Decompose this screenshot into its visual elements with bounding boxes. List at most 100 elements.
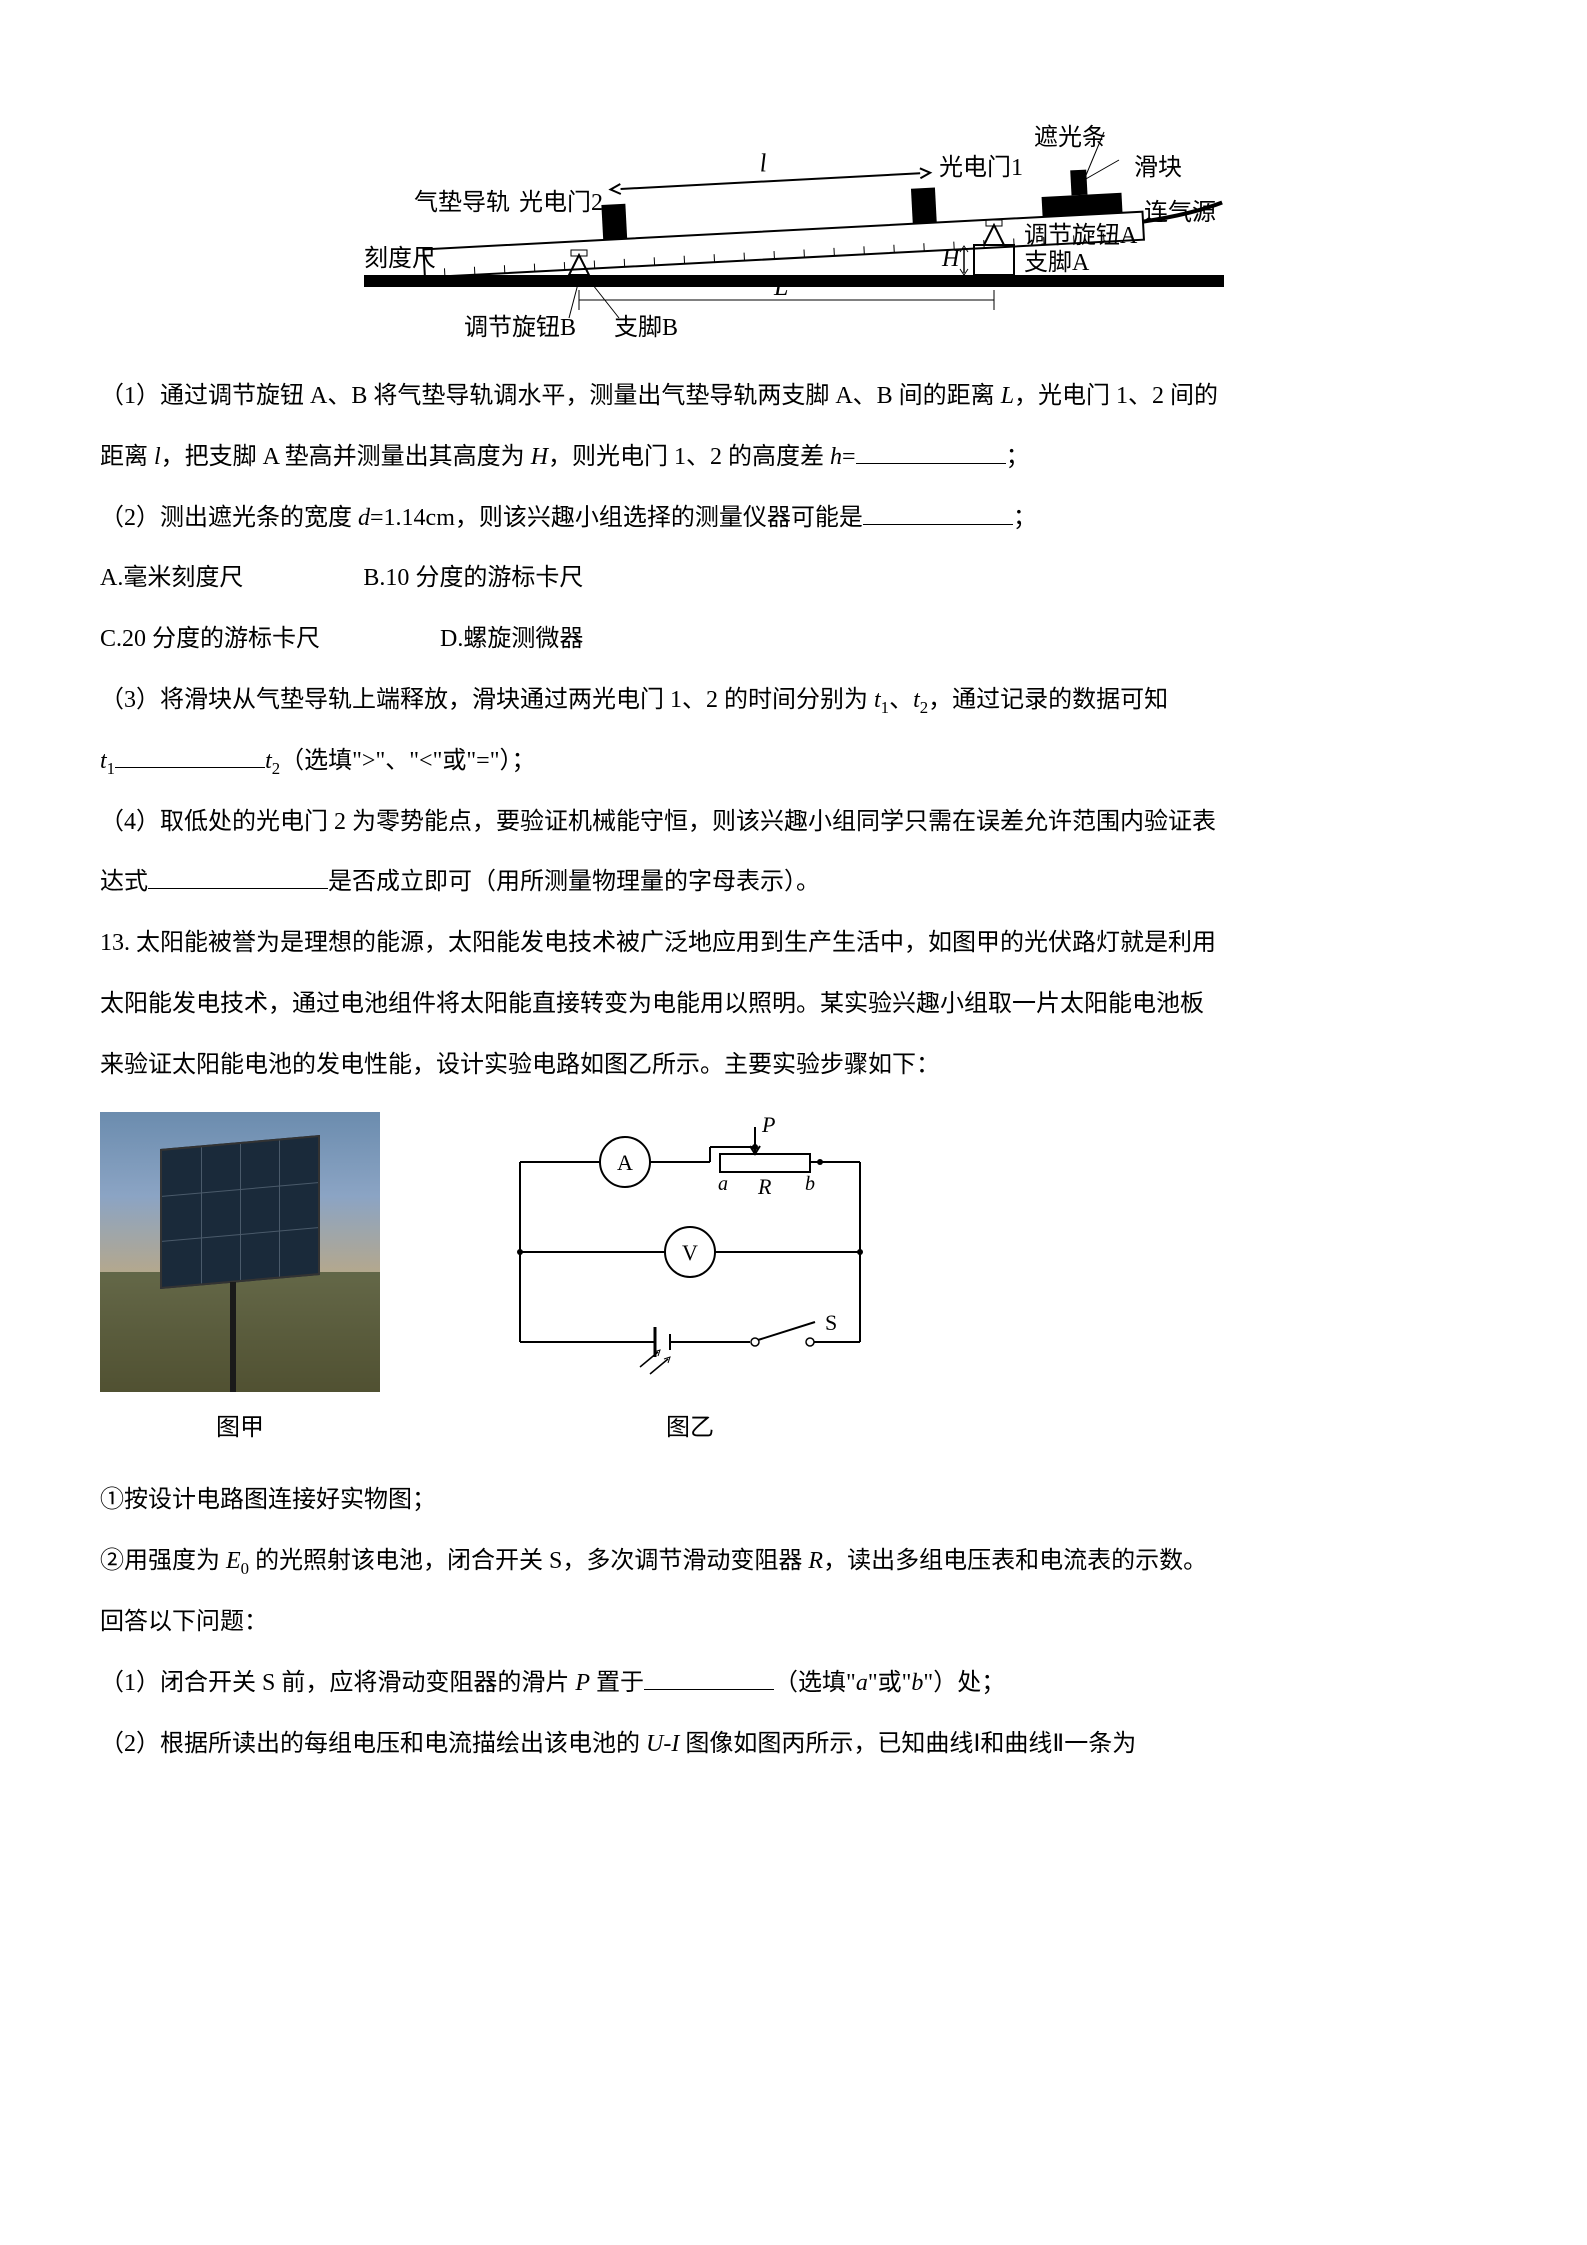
figure-yi: A P a b R V	[480, 1112, 900, 1455]
step2: ②用强度为 E0 的光照射该电池，闭合开关 S，多次调节滑动变阻器 R，读出多组…	[100, 1535, 1487, 1588]
step2-R: R	[808, 1548, 823, 1574]
q1-text: （1）通过调节旋钮 A、B 将气垫导轨调水平，测量出气垫导轨两支脚 A、B 间的…	[100, 370, 1487, 423]
q3-l2-cont: （选填">"、"<"或"="）；	[280, 748, 535, 774]
answer-label: 回答以下问题：	[100, 1596, 1487, 1649]
airtrack-diagram: l H L 气垫导轨 光电门2 光电门1 遮光条 滑块 连气源 刻度尺 调节旋钮…	[100, 60, 1487, 340]
airtrack-label: 气垫导轨	[414, 189, 510, 216]
q1-var-l: l	[154, 444, 161, 470]
q2-text: （2）测出遮光条的宽度 d=1.14cm，则该兴趣小组选择的测量仪器可能是 ；	[100, 492, 1487, 545]
slider-label: 滑块	[1134, 154, 1182, 181]
q3-t1: t	[874, 687, 881, 713]
footA-label: 支脚A	[1024, 249, 1090, 276]
q3-sub1: 1	[881, 698, 889, 717]
q3-l2-t1: t	[100, 748, 107, 774]
q1-p2c2: ，则光电门 1、2 的高度差	[548, 444, 830, 470]
sub1-b: b	[911, 1670, 923, 1696]
q3-blank	[115, 739, 265, 768]
sub1-e: （选填"	[774, 1670, 856, 1696]
q2-optD: D.螺旋测微器	[440, 613, 583, 666]
q13-sub2: （2）根据所读出的每组电压和电流描绘出该电池的 U-I 图像如图丙所示，已知曲线…	[100, 1718, 1487, 1771]
P-label: P	[761, 1112, 775, 1137]
sub1-close: "）处；	[923, 1670, 1005, 1696]
q3-line2: t1t2（选填">"、"<"或"="）；	[100, 735, 1487, 788]
photogate1-label: 光电门1	[939, 154, 1023, 181]
l-label: l	[758, 148, 767, 177]
q1-blank	[856, 435, 1006, 464]
q2-end: ；	[1013, 505, 1037, 531]
q1-var-L: L	[1001, 383, 1014, 409]
H-label: H	[941, 246, 961, 272]
step1: ①按设计电路图连接好实物图；	[100, 1474, 1487, 1527]
q4-line2: 达式 是否成立即可（用所测量物理量的字母表示）。	[100, 856, 1487, 909]
ammeter-label: A	[617, 1150, 633, 1175]
caption-jia: 图甲	[216, 1402, 264, 1455]
sub2-p1: （2）根据所读出的每组电压和电流描绘出该电池的	[100, 1731, 646, 1757]
voltmeter-label: V	[682, 1240, 698, 1265]
q13-sub1: （1）闭合开关 S 前，应将滑动变阻器的滑片 P 置于 （选填"a"或"b"）处；	[100, 1657, 1487, 1710]
step2-p1: ②用强度为	[100, 1548, 226, 1574]
q3-p1: （3）将滑块从气垫导轨上端释放，滑块通过两光电门 1、2 的时间分别为	[100, 687, 874, 713]
q2-p1: （2）测出遮光条的宽度	[100, 505, 358, 531]
figure-row: 图甲 A P a b R	[100, 1112, 1487, 1455]
q1-p2: 距离	[100, 444, 154, 470]
q3-line1: （3）将滑块从气垫导轨上端释放，滑块通过两光电门 1、2 的时间分别为 t1、t…	[100, 674, 1487, 727]
q2-optA: A.毫米刻度尺	[100, 552, 243, 605]
q4-p2c: 是否成立即可（用所测量物理量的字母表示）。	[328, 869, 820, 895]
q4-blank	[148, 861, 328, 890]
solar-panel-image	[100, 1112, 380, 1392]
photogate2-label: 光电门2	[519, 189, 603, 216]
switch-label: S	[825, 1310, 837, 1335]
sub1-blank	[644, 1661, 774, 1690]
b-label: b	[805, 1173, 815, 1195]
q1-var-h: h	[830, 444, 842, 470]
L-label: L	[773, 272, 788, 301]
q3-l2-sub2: 2	[272, 759, 280, 778]
step2-p3: ，读出多组电压表和电流表的示数。	[823, 1548, 1207, 1574]
q13-intro3: 来验证太阳能电池的发电性能，设计实验电路如图乙所示。主要实验步骤如下：	[100, 1039, 1487, 1092]
q1-line2: 距离 l，把支脚 A 垫高并测量出其高度为 H，则光电门 1、2 的高度差 h=…	[100, 431, 1487, 484]
figure-jia: 图甲	[100, 1112, 380, 1455]
q1-end: ；	[1006, 444, 1030, 470]
caption-yi: 图乙	[666, 1402, 714, 1455]
sub1-P: P	[575, 1670, 590, 1696]
q1-p2c1: ，把支脚 A 垫高并测量出其高度为	[161, 444, 531, 470]
q3-l2-sub1: 1	[107, 759, 115, 778]
airtrack-svg: l H L 气垫导轨 光电门2 光电门1 遮光条 滑块 连气源 刻度尺 调节旋钮…	[344, 60, 1244, 340]
step2-E: E	[226, 1548, 241, 1574]
sub1-t: （1）闭合开关 S 前，应将滑动变阻器的滑片	[100, 1670, 575, 1696]
sub2-p2: 图像如图丙所示，已知曲线Ⅰ和曲线Ⅱ一条为	[679, 1731, 1136, 1757]
q13-intro2: 太阳能发电技术，通过电池组件将太阳能直接转变为电能用以照明。某实验兴趣小组取一片…	[100, 978, 1487, 1031]
a-label: a	[718, 1173, 728, 1195]
q2-var-d: d	[358, 505, 370, 531]
R-label: R	[757, 1174, 772, 1199]
q2-optC: C.20 分度的游标卡尺	[100, 613, 320, 666]
sub1-c: 置于	[590, 1670, 644, 1696]
knobB-label: 调节旋钮B	[464, 314, 576, 340]
circuit-svg: A P a b R V	[480, 1112, 900, 1392]
q4-p2: 达式	[100, 869, 148, 895]
q3-c2: ，通过记录的数据可知	[928, 687, 1168, 713]
q1-eq: =	[842, 444, 856, 470]
q1-var-H: H	[531, 444, 548, 470]
q3-t2: t	[913, 687, 920, 713]
airsource-label: 连气源	[1144, 199, 1216, 226]
ruler-label: 刻度尺	[364, 245, 436, 272]
q3-c1: 、	[889, 687, 913, 713]
q2-blank	[863, 496, 1013, 525]
q13-intro1: 13. 太阳能被誉为是理想的能源，太阳能发电技术被广泛地应用到生产生活中，如图甲…	[100, 917, 1487, 970]
q3-l2-t2: t	[265, 748, 272, 774]
q3-sub2: 2	[920, 698, 928, 717]
sub2-UI: U-I	[646, 1731, 679, 1757]
q1-p1: （1）通过调节旋钮 A、B 将气垫导轨调水平，测量出气垫导轨两支脚 A、B 间的…	[100, 383, 1001, 409]
knobA-label: 调节旋钮A	[1024, 222, 1138, 249]
q2-cont: =1.14cm，则该兴趣小组选择的测量仪器可能是	[370, 505, 863, 531]
q2-options-row1: A.毫米刻度尺 B.10 分度的游标卡尺	[100, 552, 1487, 605]
sub1-or: "或"	[868, 1670, 912, 1696]
step2-p2: 的光照射该电池，闭合开关 S，多次调节滑动变阻器	[249, 1548, 808, 1574]
shade-label: 遮光条	[1034, 124, 1106, 151]
step2-sub: 0	[241, 1559, 249, 1578]
q4-line1: （4）取低处的光电门 2 为零势能点，要验证机械能守恒，则该兴趣小组同学只需在误…	[100, 796, 1487, 849]
q2-optB: B.10 分度的游标卡尺	[363, 552, 583, 605]
q1-p1c: ，光电门 1、2 间的	[1014, 383, 1218, 409]
sub1-a: a	[856, 1670, 868, 1696]
